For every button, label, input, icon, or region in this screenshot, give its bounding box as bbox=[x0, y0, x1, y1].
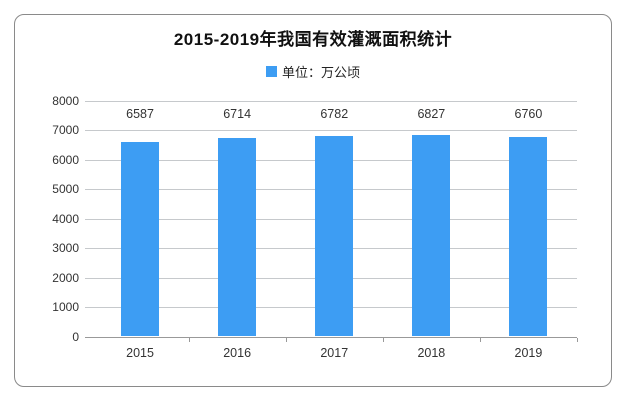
bar-value-label-2015: 6587 bbox=[126, 107, 154, 121]
x-axis-tick-2 bbox=[285, 337, 287, 342]
x-axis-line bbox=[85, 336, 577, 338]
legend-marker-icon bbox=[265, 66, 277, 77]
bar-value-label-2016: 6714 bbox=[223, 107, 252, 121]
y-axis-label-4000: 4000 bbox=[52, 211, 79, 226]
bar-2015 bbox=[121, 142, 160, 337]
y-axis-label-0: 0 bbox=[72, 329, 79, 344]
plot-area: 0 1000 2000 3000 4000 5000 6000 7000 8000 6587 201… bbox=[15, 15, 611, 386]
legend-label: 单位：万公顷 bbox=[281, 65, 360, 80]
x-axis-label-2019: 2019 bbox=[514, 346, 543, 360]
y-axis-label-1000: 1000 bbox=[52, 300, 79, 314]
y-axis-label-7000: 7000 bbox=[52, 123, 79, 137]
y-axis-label-3000: 3000 bbox=[52, 241, 79, 255]
bar-2019 bbox=[509, 137, 548, 337]
legend: 单位：万公顷 bbox=[15, 62, 611, 81]
bar-2017 bbox=[315, 136, 354, 337]
chart-title: 2015-2019年我国有效灌溉面积统计 bbox=[173, 30, 453, 49]
y-axis-label-6000: 6000 bbox=[52, 152, 79, 167]
gridline-8000 bbox=[85, 100, 577, 102]
x-axis-tick-1 bbox=[188, 337, 190, 342]
chart-card: 2015-2019年我国有效灌溉面积统计 单位：万公顷 0 1000 2000 300… bbox=[14, 14, 612, 387]
gridline-7000 bbox=[85, 130, 577, 131]
x-axis-label-2017: 2017 bbox=[320, 346, 349, 360]
bar-value-label-2019: 6760 bbox=[514, 107, 543, 121]
x-axis-label-2016: 2016 bbox=[223, 346, 252, 360]
y-axis-label-2000: 2000 bbox=[52, 270, 79, 285]
bar-2016 bbox=[218, 138, 257, 337]
x-axis-tick-4 bbox=[479, 337, 481, 342]
x-axis-label-2015: 2015 bbox=[126, 346, 154, 360]
y-axis-label-8000: 8000 bbox=[52, 93, 79, 108]
y-axis-label-5000: 5000 bbox=[52, 182, 79, 196]
x-axis-tick-5 bbox=[577, 337, 578, 342]
x-axis-label-2018: 2018 bbox=[417, 346, 446, 360]
bar-value-label-2018: 6827 bbox=[417, 107, 446, 121]
bar-value-label-2017: 6782 bbox=[320, 107, 349, 121]
bar-2018 bbox=[412, 135, 451, 337]
x-axis-tick-3 bbox=[382, 337, 384, 342]
